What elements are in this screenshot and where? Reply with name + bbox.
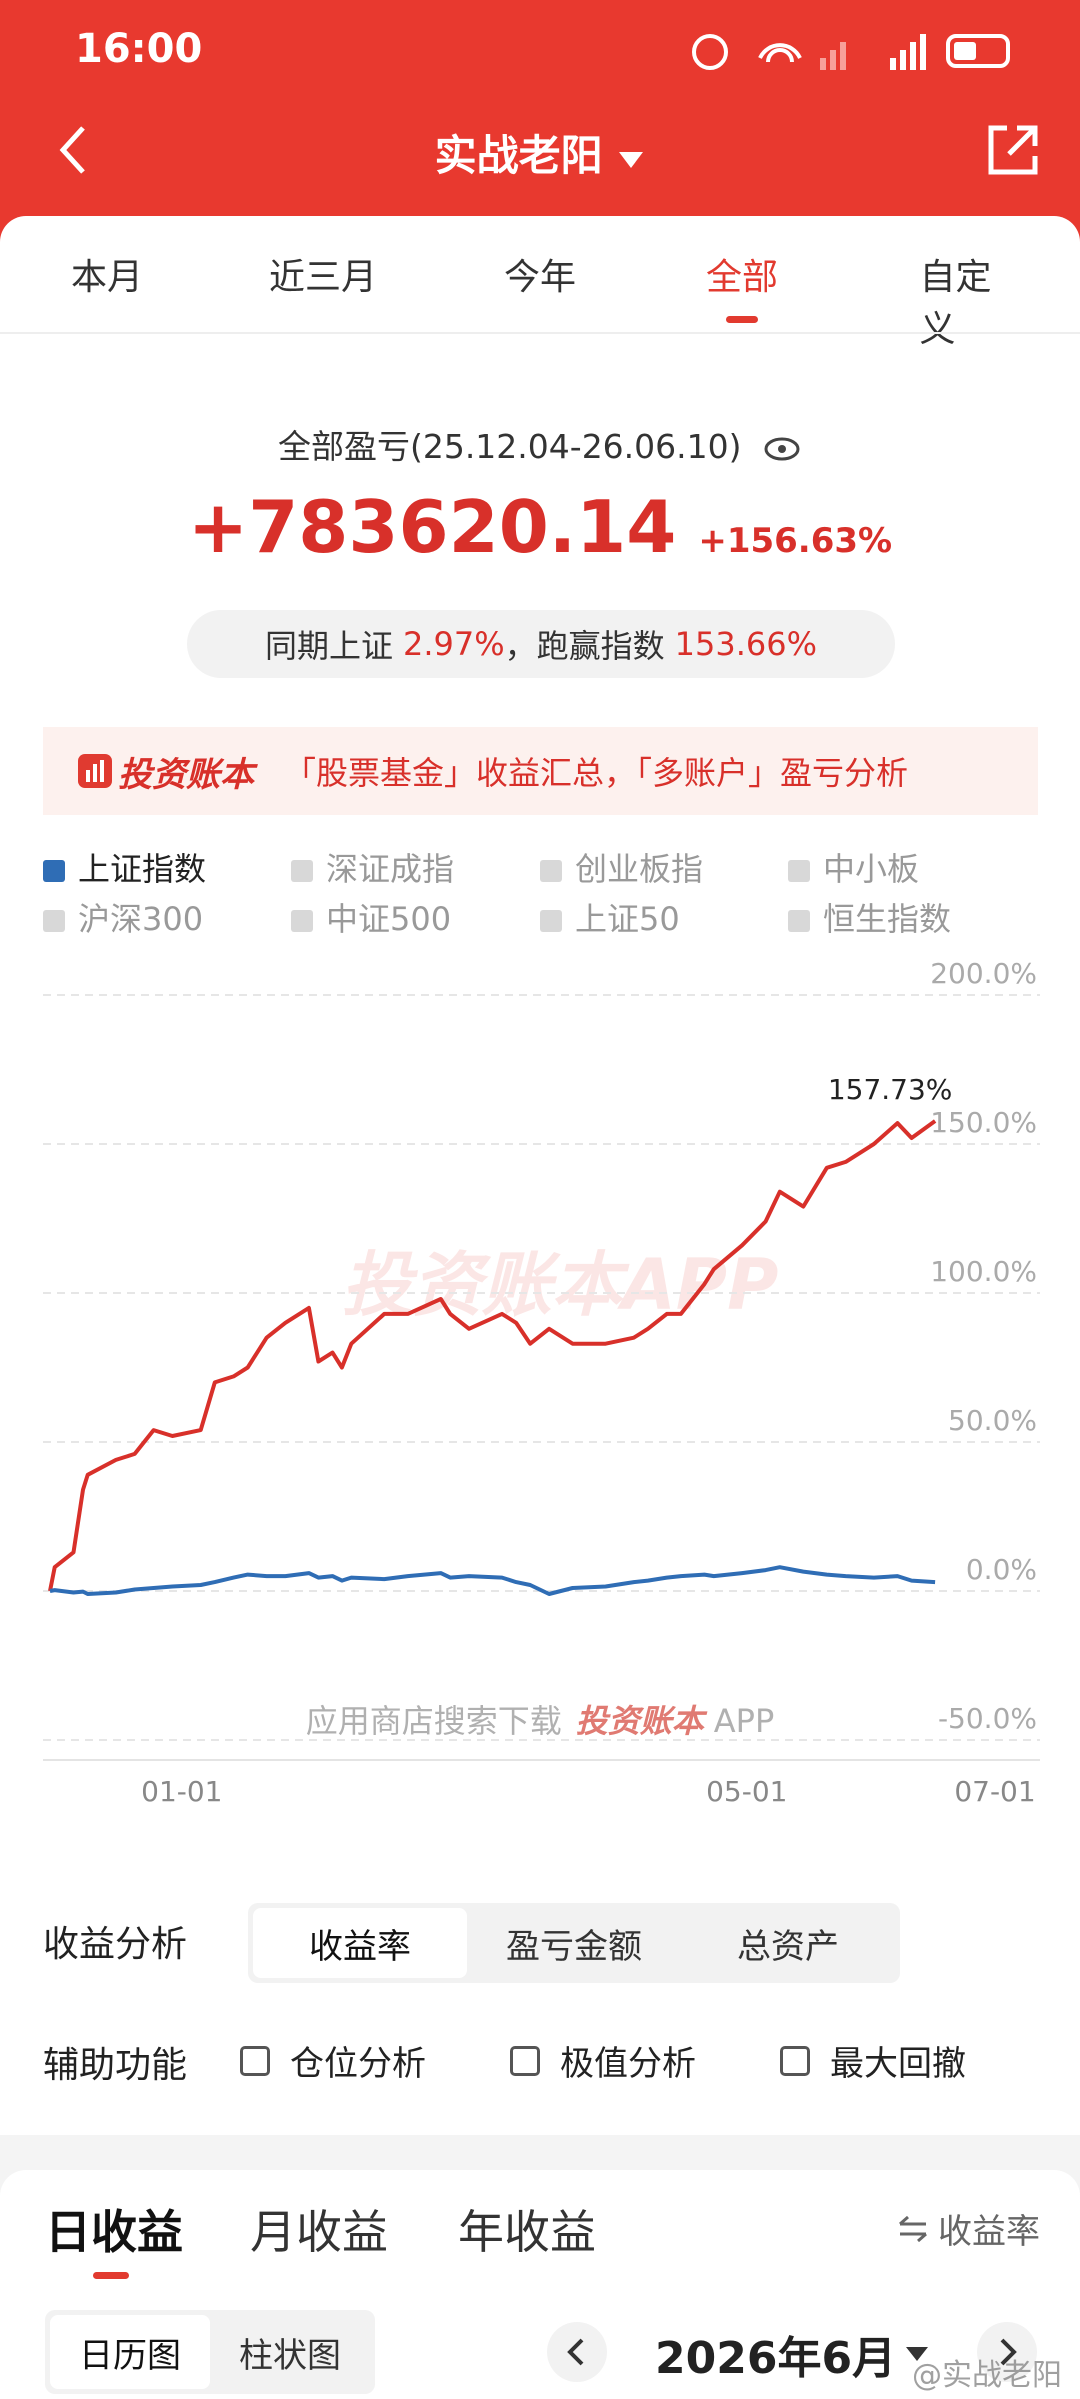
daily-tab[interactable]: 月收益 — [250, 2205, 388, 2259]
legend-swatch-off — [43, 910, 65, 932]
next-month[interactable] — [975, 2320, 1039, 2384]
period-tab[interactable]: 近三月 — [268, 257, 378, 298]
legend-swatch-off — [540, 860, 562, 882]
legend-label-off: 深证成指 — [326, 850, 454, 888]
analysis-option[interactable]: 收益率 — [253, 1908, 467, 1978]
analysis-option[interactable]: 总资产 — [737, 1926, 839, 1967]
tool-label: 最大回撤 — [830, 2044, 966, 2084]
index-rate: 2.97% — [402, 625, 505, 663]
swap-icon — [899, 2215, 927, 2242]
y-tick-label: 0.0% — [966, 1553, 1037, 1586]
period-tab[interactable]: 本月 — [70, 257, 144, 298]
footer-app: APP — [714, 1702, 774, 1740]
header-title-row: 实战老阳 — [0, 122, 1080, 183]
month-picker[interactable]: 2026年6月 — [655, 2322, 930, 2386]
daily-underline — [93, 2272, 129, 2279]
brand-name: 投资账本 — [118, 754, 254, 795]
tool-option[interactable]: 极值分析 — [510, 2036, 696, 2085]
total-profit: +783620.14 — [187, 485, 677, 569]
credit: @实战老阳 — [912, 2358, 1062, 2393]
legend-swatch-off — [540, 910, 562, 932]
dropdown-icon[interactable] — [617, 150, 645, 170]
y-tick-label: 100.0% — [930, 1255, 1037, 1288]
view-option[interactable]: 柱状图 — [239, 2335, 341, 2376]
rate-switch-label: 收益率 — [938, 2212, 1040, 2252]
summary-label-row: 全部盈亏(25.12.04-26.06.10) — [0, 420, 1080, 468]
legend-label: 上证指数 — [78, 850, 206, 888]
daily-tab[interactable]: 日收益 — [45, 2205, 183, 2259]
status-time: 16:00 — [75, 26, 203, 72]
period-tab[interactable]: 自定义 — [919, 257, 992, 350]
footer-note: 应用商店搜索下载 投资账本 APP — [306, 1702, 775, 1740]
compare-prefix: 同期上证 — [264, 627, 393, 665]
daily-tab[interactable]: 年收益 — [458, 2205, 596, 2259]
banner-text: 「股票基金」收益汇总，「多账户」盈亏分析 — [284, 754, 909, 792]
footer-brand: 投资账本 — [576, 1702, 708, 1740]
x-tick-label: 01-01 — [141, 1775, 222, 1808]
view-switch: 日历图 柱状图 — [45, 2310, 375, 2394]
analysis-label: 收益分析 — [43, 1924, 188, 1965]
eye-icon[interactable] — [762, 434, 802, 464]
total-rate: +156.63% — [698, 521, 893, 561]
analysis-option[interactable]: 盈亏金额 — [506, 1926, 642, 1967]
summary-label: 全部盈亏(25.12.04-26.06.10) — [277, 427, 742, 466]
analysis-switch: 收益率 盈亏金额 总资产 — [248, 1903, 900, 1983]
compare-pill: 同期上证 2.97% ，跑赢指数 153.66% — [187, 610, 895, 678]
legend-swatch-off — [788, 910, 810, 932]
month-label: 2026年6月 — [655, 2333, 897, 2384]
legend-label-off: 恒生指数 — [823, 900, 951, 938]
legend-label-off: 上证50 — [575, 900, 680, 938]
value-label: 157.73% — [828, 1073, 953, 1106]
footer-note-text: 应用商店搜索下载 — [306, 1702, 562, 1740]
brand-logo — [78, 754, 112, 788]
x-tick-label: 05-01 — [706, 1775, 787, 1808]
legend-swatch — [43, 860, 65, 882]
ad-banner[interactable]: 投资账本 「股票基金」收益汇总，「多账户」盈亏分析 — [43, 727, 1038, 815]
y-tick-label: -50.0% — [938, 1702, 1037, 1735]
checkbox[interactable] — [780, 2045, 810, 2076]
prev-month[interactable] — [545, 2320, 609, 2384]
checkbox[interactable] — [240, 2045, 270, 2076]
legend-label-off: 中小板 — [823, 850, 919, 888]
divider — [0, 332, 1080, 334]
legend-label-off: 创业板指 — [575, 850, 703, 888]
rate-switch[interactable]: 收益率 — [896, 2204, 1040, 2253]
summary-values: +783620.14 +156.63% — [0, 485, 1080, 569]
period-tab[interactable]: 全部 — [705, 257, 779, 298]
share-button[interactable] — [985, 122, 1041, 178]
period-tab[interactable]: 今年 — [503, 257, 577, 298]
tools-label: 辅助功能 — [43, 2045, 188, 2086]
tool-label: 仓位分析 — [290, 2044, 426, 2084]
legend-swatch-off — [788, 860, 810, 882]
series-line — [49, 1565, 936, 1596]
legend-label-off: 中证500 — [326, 900, 451, 938]
y-tick-label: 150.0% — [930, 1106, 1037, 1139]
excess-rate: 153.66% — [674, 625, 818, 663]
back-button[interactable] — [55, 122, 95, 178]
legend-swatch-off — [291, 860, 313, 882]
tool-option[interactable]: 最大回撤 — [780, 2036, 966, 2085]
legend-swatch-off — [291, 910, 313, 932]
view-option[interactable]: 日历图 — [50, 2315, 210, 2389]
tab-underline — [726, 316, 758, 323]
status-icons — [692, 34, 1010, 70]
checkbox[interactable] — [510, 2045, 540, 2076]
y-tick-label: 200.0% — [930, 957, 1037, 990]
x-tick-label: 07-01 — [954, 1775, 1035, 1808]
month-dropdown — [906, 2347, 929, 2361]
header-title[interactable]: 实战老阳 — [434, 131, 603, 180]
series-line — [48, 1119, 937, 1592]
y-tick-label: 50.0% — [948, 1404, 1037, 1437]
compare-mid: ，跑赢指数 — [504, 627, 665, 665]
legend-label-off: 沪深300 — [78, 900, 203, 938]
main-card — [0, 216, 1080, 2135]
tool-label: 极值分析 — [560, 2044, 696, 2084]
tool-option[interactable]: 仓位分析 — [240, 2036, 426, 2085]
